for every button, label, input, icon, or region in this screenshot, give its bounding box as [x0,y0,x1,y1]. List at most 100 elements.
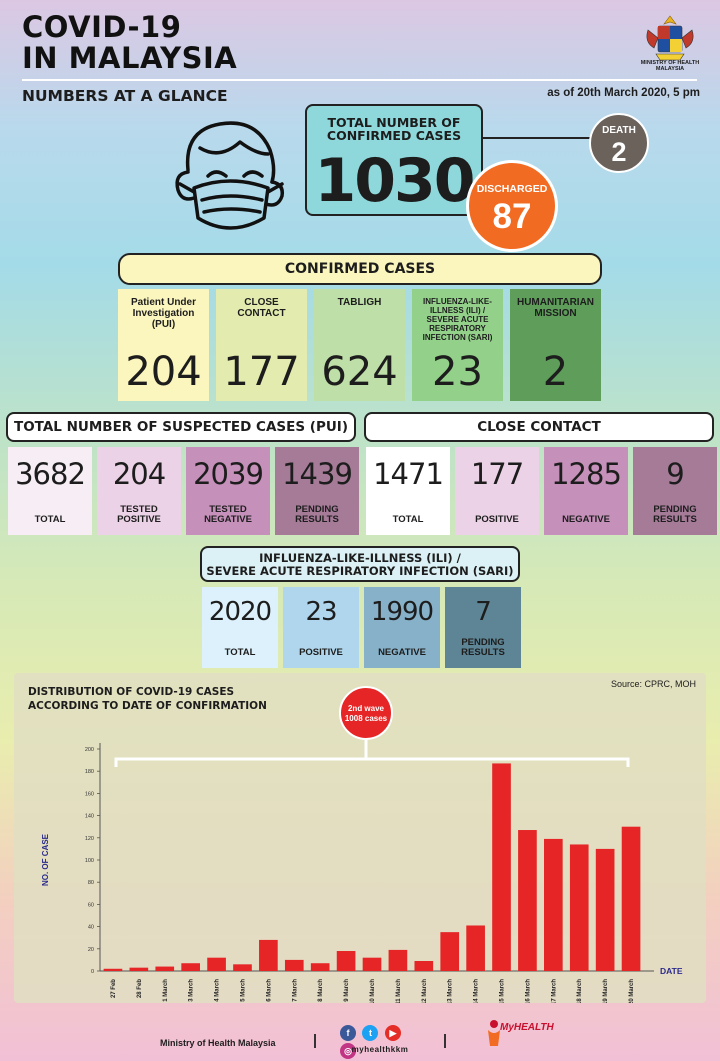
death-badge: DEATH 2 [589,113,649,173]
sari-tile-label: POSITIVE [299,647,343,658]
footer-separator [444,1034,446,1048]
y-tick-label: 140 [85,814,94,820]
death-label: DEATH [602,125,636,136]
suspected-tile-value: 1439 [282,457,353,491]
social-links: f t ▶ ◎ myhealthkkm [340,1023,420,1059]
suspected-tile-value: 204 [112,457,166,491]
confirmed-tile-label: TABLIGH [337,297,382,308]
close-contact-tile-label: PENDING RESULTS [653,504,697,525]
malaysia-crest-icon [646,15,694,61]
header-divider [22,79,697,81]
twitter-icon[interactable]: t [362,1025,379,1041]
title-line-1: COVID-19 [22,10,182,44]
confirmed-tile-value: 2 [542,349,569,395]
x-tick-label: 3 March [189,979,195,1002]
second-wave-bracket [114,757,630,767]
death-connector [483,137,593,139]
confirmed-tile-close-contact: CLOSE CONTACT 177 [216,289,307,401]
x-tick-label: 10 March [370,979,376,1003]
x-tick-label: 28 Feb [137,979,143,998]
confirmed-tile-label: HUMANITARIAN MISSION [516,297,595,319]
sari-tile-label: PENDING RESULTS [461,637,505,658]
close-contact-tile-pending: 9 PENDING RESULTS [633,447,717,535]
confirmed-tile-value: 177 [223,349,300,395]
bar [388,949,408,971]
close-contact-tile-label: TOTAL [392,514,424,525]
x-tick-label: 13 March [448,979,454,1003]
close-contact-header: CLOSE CONTACT [364,412,714,442]
sari-tile-value: 1990 [370,597,434,627]
footer-ministry: Ministry of Health Malaysia [160,1038,276,1048]
bar [595,848,615,971]
bar [569,844,589,971]
crest-label: MINISTRY OF HEALTH MALAYSIA [640,60,700,72]
confirmed-tile-value: 624 [321,349,398,395]
y-tick-label: 120 [85,836,94,842]
youtube-icon[interactable]: ▶ [384,1025,401,1041]
y-tick-label: 60 [88,902,94,908]
close-contact-tile-value: 1285 [551,457,622,491]
bar [129,967,149,971]
x-tick-label: 1 March [163,979,169,1002]
chart-source: Source: CPRC, MOH [610,679,696,689]
bar [284,959,304,971]
suspected-tile-positive: 204 TESTED POSITIVE [97,447,181,535]
y-tick-label: 200 [85,747,94,753]
sari-tile-negative: 1990 NEGATIVE [364,587,440,668]
facebook-icon[interactable]: f [340,1025,356,1041]
y-tick-label: 180 [85,769,94,775]
x-tick-label: 12 March [422,979,428,1003]
x-tick-label: 19 March [603,979,609,1003]
confirmed-tile-value: 204 [125,349,202,395]
close-contact-tile-label: NEGATIVE [562,514,610,525]
bar [103,968,123,971]
x-tick-label: 16 March [525,979,531,1003]
confirmed-tile-pui: Patient Under Investigation (PUI) 204 [118,289,209,401]
y-tick-label: 0 [91,969,94,975]
confirmed-tile-label: CLOSE CONTACT [237,297,286,319]
bar [181,963,200,971]
death-value: 2 [611,137,627,167]
as-of-date: as of 20th March 2020, 5 pm [547,87,700,99]
sari-tile-pending: 7 PENDING RESULTS [445,587,521,668]
sari-header: INFLUENZA-LIKE-ILLNESS (ILI) / SEVERE AC… [200,546,520,582]
sari-tile-label: NEGATIVE [378,647,426,658]
bar [362,957,382,971]
x-tick-label: 6 March [266,979,272,1002]
bar [414,961,434,971]
total-confirmed-card: TOTAL NUMBER OF CONFIRMED CASES 1030 [305,104,483,216]
y-tick-label: 160 [85,791,94,797]
second-wave-label: 2nd wave [348,704,385,713]
bar [518,830,537,971]
close-contact-tile-value: 177 [470,457,524,491]
close-contact-tile-negative: 1285 NEGATIVE [544,447,628,535]
bar [155,966,175,971]
x-axis-label: DATE [660,966,683,976]
footer-separator [314,1034,316,1048]
y-axis-label: NO. OF CASE [41,833,50,886]
confirmed-tile-label: INFLUENZA-LIKE-ILLNESS (ILI) / SEVERE AC… [422,297,493,342]
myhealth-logo: MyHEALTH [484,1016,564,1056]
instagram-icon[interactable]: ◎ [340,1043,356,1059]
suspected-tile-label: PENDING RESULTS [295,504,339,525]
total-confirmed-value: 1030 [314,146,476,216]
bar [492,763,511,971]
y-tick-label: 20 [88,947,94,953]
bar [336,951,356,971]
y-tick-label: 80 [88,880,94,886]
x-tick-label: 14 March [474,979,480,1003]
sari-tile-positive: 23 POSITIVE [283,587,359,668]
sari-tile-label: TOTAL [224,647,256,658]
title-line-2: IN MALAYSIA [22,41,238,75]
suspected-tile-total: 3682 TOTAL [8,447,92,535]
chart-panel: DISTRIBUTION OF COVID-19 CASES ACCORDING… [14,673,706,1003]
bar [233,964,252,971]
confirmed-tile-label: Patient Under Investigation (PUI) [130,297,196,330]
suspected-header: TOTAL NUMBER OF SUSPECTED CASES (PUI) [6,412,356,442]
bar [207,957,226,971]
bar-chart: 0 20 40 60 80 100 120 140 160 180 200 NO. OF CASE DA… [41,686,683,1003]
x-tick-label: 5 March [240,979,246,1002]
sari-tile-value: 7 [475,597,492,627]
page-subtitle: NUMBERS AT A GLANCE [22,87,228,105]
discharged-value: 87 [492,197,532,236]
